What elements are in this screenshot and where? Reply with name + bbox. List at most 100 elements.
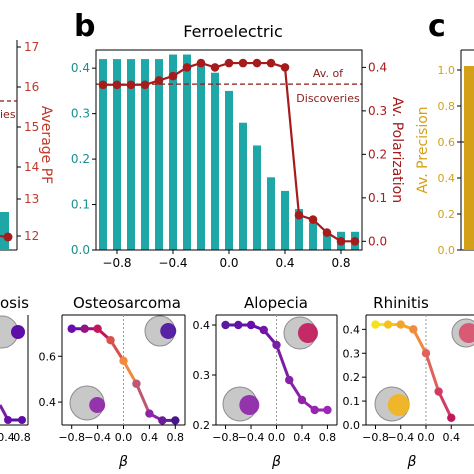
polarization-point — [112, 80, 122, 90]
ferroelectric-bar — [127, 59, 135, 250]
left-partial-ytick-label: 12 — [24, 229, 39, 243]
polarization-point — [224, 58, 234, 68]
rhinitis-ytick-label: 0.3 — [343, 347, 361, 360]
right-partial-ylabel: Av. Precision — [415, 106, 431, 193]
ferroelectric-bar — [323, 231, 331, 250]
reference-label-line1: Av. of — [313, 67, 344, 80]
rhinitis-line-segment — [412, 328, 428, 354]
left-partial-xtick-label: 0.4 — [0, 431, 15, 444]
ferroelectric-xtick-label: −0.8 — [102, 256, 131, 270]
rhinitis-ytick-label: 0.0 — [343, 419, 361, 432]
left-partial-ylabel: Average PF — [38, 106, 54, 184]
polarization-point — [196, 58, 206, 68]
osteosarcoma-xtick-label: −0.4 — [84, 431, 111, 444]
left-partial-color-circle — [11, 325, 25, 339]
osteosarcoma-point — [106, 336, 115, 345]
ferroelectric-bar — [99, 59, 107, 250]
rhinitis-line-segment — [424, 352, 441, 392]
osteosarcoma-point — [93, 324, 102, 333]
alopecia-xtick-label: −0.8 — [212, 431, 239, 444]
alopecia-point — [272, 340, 281, 350]
ferroelectric-bar — [141, 59, 149, 250]
right-partial-ytick-label: 1.0 — [438, 64, 456, 77]
rhinitis-line-segment — [437, 390, 453, 419]
rhinitis-point — [447, 413, 456, 423]
rhinitis-xtick-label: 0.0 — [417, 431, 435, 444]
osteosarcoma-point — [80, 324, 89, 333]
left-partial-ytick-label: 14 — [24, 160, 39, 174]
alopecia-point — [285, 375, 294, 385]
alopecia-point — [221, 320, 230, 330]
polarization-point — [154, 76, 164, 85]
rhinitis-xlabel: β — [407, 454, 417, 470]
ferroelectric-bar — [253, 145, 261, 250]
rhinitis-ytick-label: 0.4 — [343, 323, 361, 336]
alopecia-point — [246, 320, 256, 330]
alopecia-panel: Alopecia −0.8−0.4 0.0 0.4 0.8 0.2 0.3 0.4 β — [193, 294, 338, 470]
osteosarcoma-point — [119, 356, 128, 366]
ferroelectric-bar — [239, 122, 247, 250]
rhinitis-xtick-label: 0.4 — [443, 431, 461, 444]
polarization-point — [294, 210, 304, 220]
alopecia-xtick-label: 0.0 — [268, 431, 286, 444]
ferroelectric-bar — [295, 209, 303, 250]
rhinitis-point — [409, 325, 418, 334]
osteosarcoma-point — [171, 416, 180, 425]
rhinitis-title: Rhinitis — [373, 294, 429, 312]
left-partial-marker — [3, 232, 13, 242]
osteosarcoma-line-segment — [135, 383, 151, 415]
osteosarcoma-point — [132, 379, 141, 388]
ferroelectric-left-ytick-label: 0.1 — [71, 198, 90, 212]
ferroelectric-left-ytick-label: 0.4 — [71, 61, 90, 75]
alopecia-point — [297, 395, 307, 405]
polarization-point — [168, 71, 178, 81]
right-partial-ytick-label: 0.4 — [438, 172, 456, 185]
ferroelectric-right-ylabel: Av. Polarization — [389, 97, 405, 203]
polarization-point — [308, 215, 318, 224]
left-partial-bar — [0, 212, 9, 250]
polarization-point — [126, 80, 136, 90]
polarization-point — [266, 58, 276, 68]
osteosarcoma-ytick-label: 0.6 — [39, 350, 57, 363]
left-partial-ytick-label: 16 — [24, 80, 39, 94]
left-partial-ytick-label: 13 — [24, 192, 39, 206]
osteosarcoma-xtick-label: 0.4 — [141, 431, 159, 444]
rhinitis-ytick-label: 0.2 — [343, 371, 361, 384]
osteosarcoma-color-circle — [89, 397, 106, 413]
alopecia-point — [234, 320, 243, 330]
ferroelectric-bar — [169, 54, 177, 250]
right-partial-ytick-label: 0.2 — [438, 208, 456, 221]
ferroelectric-bar — [309, 222, 317, 250]
ferroelectric-xtick-label: 0.8 — [331, 256, 350, 270]
osteosarcoma-xtick-label: 0.8 — [167, 431, 185, 444]
ferroelectric-panel: Ferroelectric Av. of Discoveries −0.8 −0.… — [71, 22, 405, 270]
panel-letter-c: c — [428, 9, 446, 44]
ferroelectric-xtick-label: −0.4 — [158, 256, 187, 270]
rhinitis-color-circle — [387, 394, 410, 416]
ferroelectric-bar — [113, 59, 121, 250]
ferroelectric-bar — [267, 177, 275, 250]
ferroelectric-right-ytick-label: 0.4 — [368, 60, 387, 74]
ferroelectric-bar — [225, 90, 233, 250]
ferroelectric-bar — [183, 54, 191, 250]
osteosarcoma-point — [158, 416, 167, 425]
osteosarcoma-point — [145, 409, 154, 418]
osteosarcoma-panel: Osteosarcoma−0.8 −0.4 0.0 0.4 0.80.40.6β0.40… — [0, 294, 186, 470]
polarization-point — [238, 58, 248, 68]
left-partial-legend-fragment: ies — [0, 108, 16, 121]
alopecia-point — [259, 325, 268, 335]
ferroelectric-bars — [99, 54, 359, 251]
alopecia-xlabel: β — [271, 454, 281, 470]
osteosarcoma-color-circle — [160, 323, 177, 339]
left-partial-point — [4, 416, 12, 424]
ferroelectric-left-ytick-label: 0.0 — [71, 243, 90, 257]
polarization-point — [252, 58, 262, 68]
polarization-point — [322, 228, 332, 237]
alopecia-ytick-label: 0.3 — [193, 369, 211, 382]
left-partial-bottom-title: osis — [0, 294, 29, 312]
left-partial-xtick-label: 0.8 — [13, 431, 31, 444]
polarization-point — [336, 237, 346, 246]
alopecia-ytick-label: 0.2 — [193, 419, 211, 432]
polarization-point — [98, 80, 108, 90]
right-partial-panel: 1.0 0.8 0.6 0.4 0.2 0.0 Av. Precision — [415, 49, 474, 257]
